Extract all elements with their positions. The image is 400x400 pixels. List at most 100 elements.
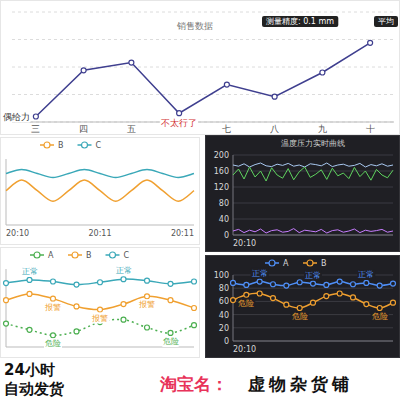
annotation: 报警 bbox=[91, 314, 108, 323]
shop-name: 虚物杂货铺 bbox=[248, 374, 353, 394]
annotation: 危险 bbox=[372, 312, 388, 321]
grid-line bbox=[233, 219, 393, 220]
annotation: 正常 bbox=[252, 269, 268, 278]
data-point bbox=[129, 60, 134, 65]
data-point bbox=[377, 283, 382, 288]
grid-line bbox=[233, 171, 393, 172]
data-point bbox=[231, 298, 236, 303]
data-point bbox=[337, 291, 342, 296]
panel-background bbox=[1, 1, 400, 135]
data-point bbox=[121, 277, 126, 282]
grid-line bbox=[233, 288, 393, 289]
data-point bbox=[271, 296, 276, 301]
data-point bbox=[224, 82, 229, 87]
label-patch bbox=[44, 338, 62, 349]
y-axis-line bbox=[6, 159, 7, 225]
data-point bbox=[231, 280, 236, 285]
chart-panel: 三四五七八九十销售数据偶给力不太行了测量精度: 0.1 mm平均 bbox=[0, 0, 400, 135]
data-point bbox=[81, 68, 86, 73]
data-point bbox=[324, 294, 329, 299]
chart-panel: 0408012016020020:10温度压力实时曲线 bbox=[205, 135, 400, 252]
label-patch bbox=[2, 111, 31, 123]
x-tick-label: 四 bbox=[79, 124, 88, 134]
data-point bbox=[74, 329, 79, 334]
y-tick-label: 160 bbox=[214, 167, 229, 176]
data-point bbox=[168, 298, 173, 303]
plot-area bbox=[233, 163, 393, 233]
data-point bbox=[324, 282, 329, 287]
grid-line bbox=[12, 122, 394, 123]
series-line bbox=[233, 229, 393, 233]
legend-label: B bbox=[86, 251, 92, 260]
annotation: 正常 bbox=[22, 267, 38, 276]
label-patch bbox=[21, 266, 39, 277]
plot-area bbox=[231, 279, 396, 310]
panel-background bbox=[206, 136, 400, 252]
panel-background bbox=[206, 256, 400, 358]
data-point bbox=[4, 298, 9, 303]
grid-line bbox=[12, 12, 394, 13]
series-line bbox=[6, 279, 194, 285]
grid-line bbox=[233, 155, 393, 156]
data-point bbox=[337, 279, 342, 284]
data-point bbox=[74, 282, 79, 287]
x-tick-label: 十 bbox=[366, 124, 375, 134]
grid-line bbox=[233, 235, 393, 236]
data-point bbox=[51, 333, 56, 338]
banner-text: 自动发货 bbox=[4, 381, 64, 398]
legend-label: B bbox=[321, 259, 327, 268]
data-point bbox=[311, 300, 316, 305]
label-patch bbox=[251, 268, 269, 279]
data-point bbox=[33, 114, 38, 119]
data-point bbox=[192, 279, 197, 284]
y-tick-label: 20 bbox=[219, 324, 229, 333]
label-patch bbox=[291, 311, 309, 322]
x-tick-label: 五 bbox=[127, 124, 136, 134]
y-tick-label: 80 bbox=[219, 199, 229, 208]
data-point bbox=[177, 111, 182, 116]
grid-line bbox=[233, 314, 393, 315]
label-patch bbox=[357, 269, 375, 280]
data-point bbox=[121, 302, 126, 307]
chart-title: 温度压力实时曲线 bbox=[281, 139, 345, 148]
x-tick-label: 20:10 bbox=[233, 345, 256, 354]
y-tick-label: 100 bbox=[214, 271, 229, 280]
chart-title: 销售数据 bbox=[176, 21, 213, 31]
data-point bbox=[364, 280, 369, 285]
series-line bbox=[233, 167, 393, 181]
x-axis-line bbox=[6, 225, 194, 226]
annotations: 偶给力不太行了 bbox=[2, 111, 198, 130]
x-axis-line bbox=[233, 341, 393, 342]
y-tick-label: 40 bbox=[219, 311, 229, 320]
data-point bbox=[4, 321, 9, 326]
data-point bbox=[27, 277, 32, 282]
grid-line bbox=[233, 203, 393, 204]
series-line bbox=[233, 163, 393, 167]
grid-line bbox=[12, 94, 394, 95]
x-tick-label: 七 bbox=[222, 124, 231, 134]
badge bbox=[374, 16, 398, 27]
annotation: 正常 bbox=[116, 266, 132, 275]
annotations: 正常正常正常危险危险危险 bbox=[237, 268, 388, 322]
chart-panel: 20:1020:1120:11BC bbox=[0, 137, 200, 245]
grid-line bbox=[233, 327, 393, 328]
data-point bbox=[320, 70, 325, 75]
data-point bbox=[272, 94, 277, 99]
data-point bbox=[244, 292, 249, 297]
data-point bbox=[297, 306, 302, 311]
y-tick-label: 60 bbox=[219, 297, 229, 306]
legend-label: A bbox=[48, 251, 54, 260]
legend-marker bbox=[307, 260, 313, 266]
panel-background bbox=[1, 138, 200, 245]
data-point bbox=[284, 302, 289, 307]
y-tick-label: 200 bbox=[214, 151, 229, 160]
legend-marker bbox=[72, 252, 78, 258]
annotation: 危险 bbox=[238, 299, 254, 308]
series-line bbox=[6, 180, 194, 201]
label-patch bbox=[160, 117, 198, 129]
data-point bbox=[297, 280, 302, 285]
legend-marker bbox=[82, 142, 88, 148]
data-point bbox=[145, 325, 150, 330]
plot-area bbox=[4, 277, 197, 338]
data-point bbox=[27, 327, 32, 332]
